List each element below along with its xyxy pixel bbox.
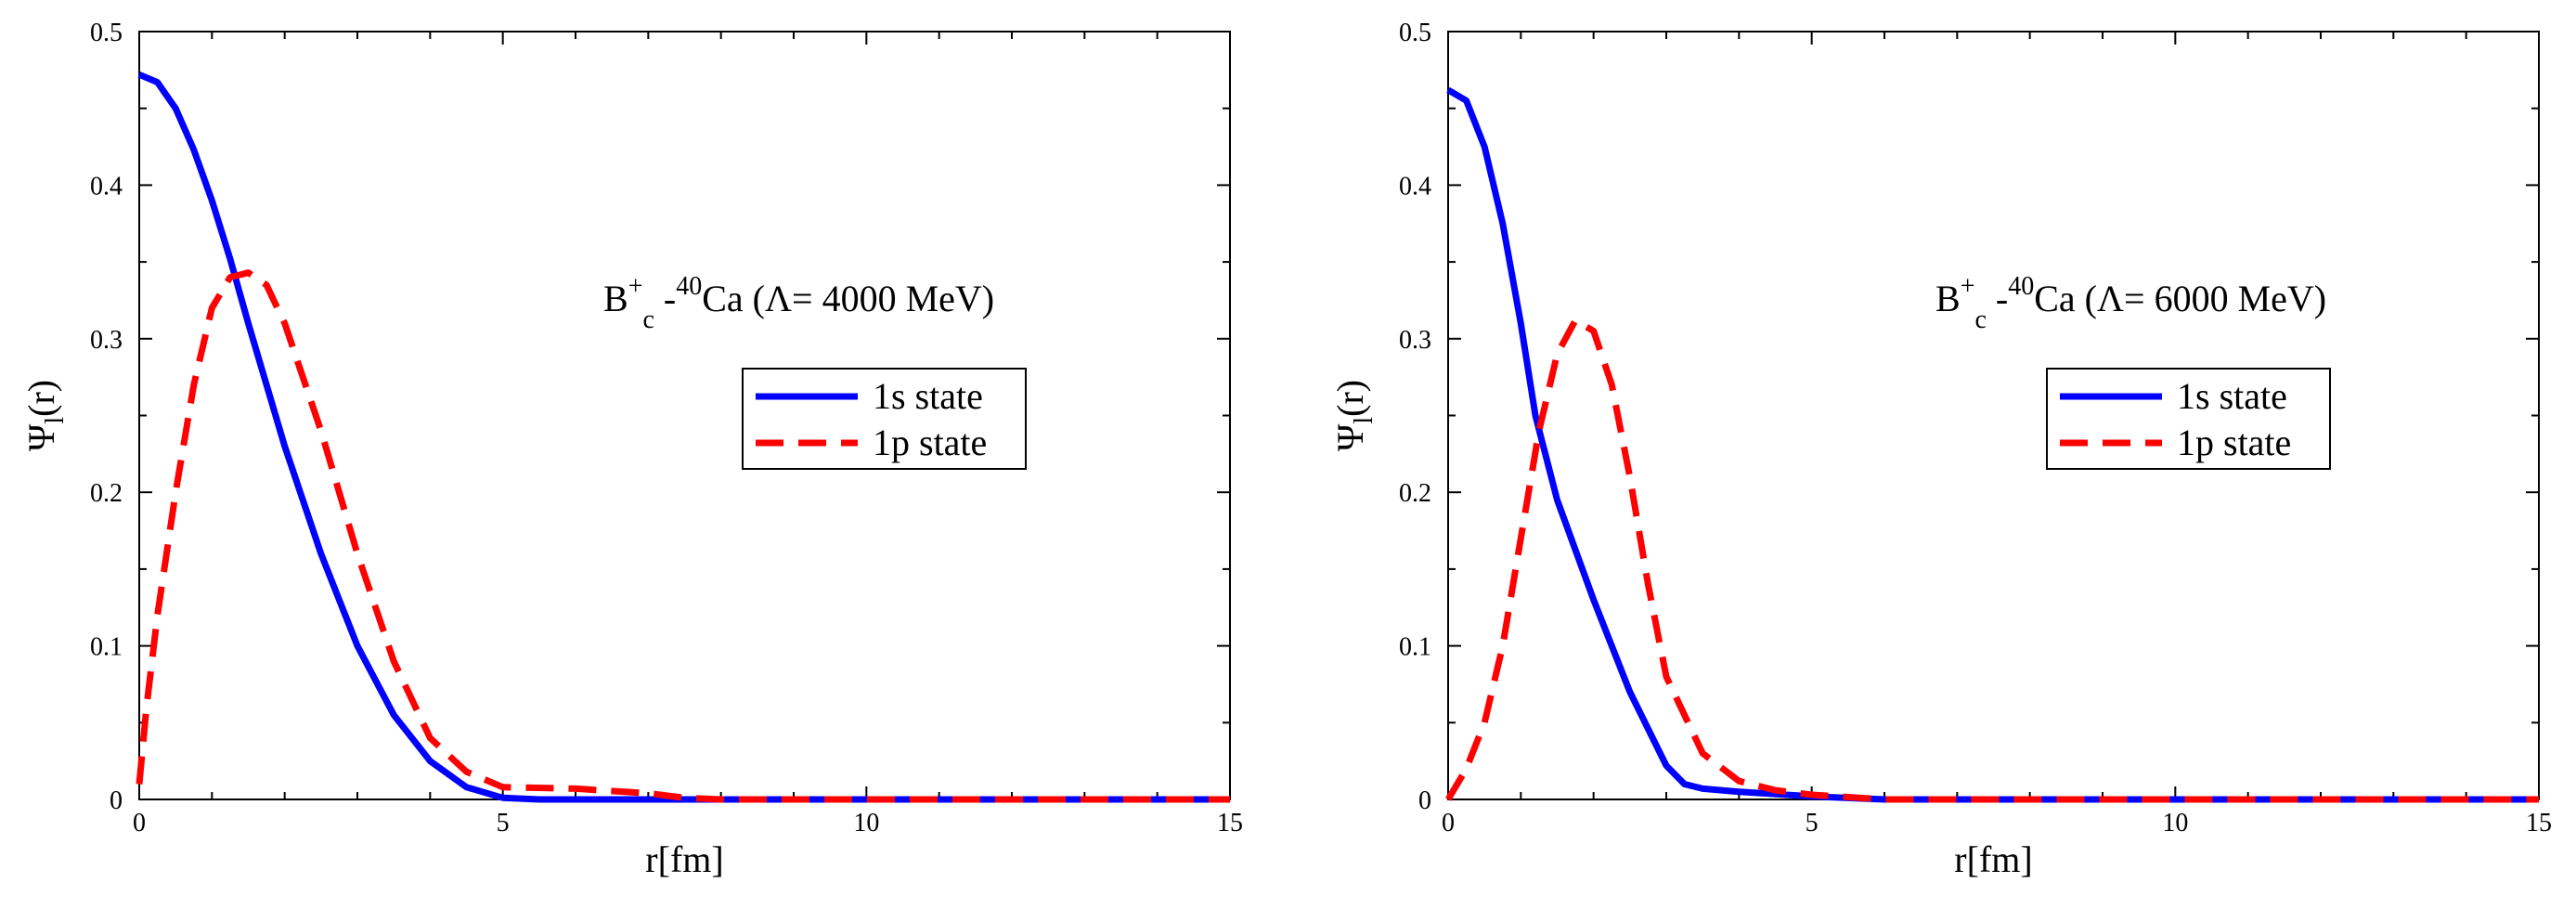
x-tick-label: 10 xyxy=(2162,809,2188,838)
system-annotation: B+ c -40Ca (Λ= 4000 MeV) xyxy=(603,272,994,334)
x-tick-label: 10 xyxy=(853,809,879,838)
y-tick-label: 0.1 xyxy=(90,633,123,662)
y-label-sub: l xyxy=(1350,417,1379,424)
x-tick-label: 0 xyxy=(133,809,146,838)
legend-box xyxy=(742,368,1027,470)
y-tick-label: 0.4 xyxy=(1399,172,1431,201)
annotation-sup-mass: 40 xyxy=(676,272,702,301)
y-tick-label: 0 xyxy=(1418,786,1431,815)
plot-panel-2: 0 5 10 15 0 0.1 0.2 0.3 0.4 0.5 r[fm] Ψl(r) B+ c -40C… xyxy=(1329,19,2552,880)
y-tick-label: 0.3 xyxy=(90,326,123,355)
annotation-sub-c: c xyxy=(642,305,654,334)
annotation-rest: Ca (Λ= 6000 MeV) xyxy=(2034,278,2326,319)
legend: 1s state 1p state xyxy=(742,368,1027,470)
y-tick-label: 0 xyxy=(110,786,123,815)
legend-box xyxy=(2046,368,2331,470)
annotation-rest: Ca (Λ= 4000 MeV) xyxy=(702,278,994,319)
system-annotation: B+ c -40Ca (Λ= 6000 MeV) xyxy=(1935,272,2326,334)
y-label-tail: (r) xyxy=(1329,380,1371,417)
x-tick-label: 0 xyxy=(1442,809,1455,838)
series-1s-line xyxy=(137,71,1230,803)
annotation-sup-plus: + xyxy=(1961,272,1975,301)
x-axis-label: r[fm] xyxy=(1954,838,2032,880)
y-label-main: Ψ xyxy=(20,423,62,451)
legend-label-1s: 1s state xyxy=(873,375,983,417)
y-tick-label: 0.2 xyxy=(1399,479,1431,508)
series-1p-line xyxy=(136,269,1230,803)
plot-panel-1: 0 5 10 15 0 0.1 0.2 0.3 0.4 0.5 r[fm] Ψl(r) B+ c -40C… xyxy=(20,19,1243,880)
x-axis-label: r[fm] xyxy=(645,838,723,880)
y-tick-label: 0.5 xyxy=(90,19,123,47)
y-axis-label: Ψl(r) xyxy=(20,380,70,451)
y-label-tail: (r) xyxy=(20,380,62,417)
x-tick-label: 15 xyxy=(2526,809,2552,838)
legend: 1s state 1p state xyxy=(2046,368,2331,470)
x-tick-label: 5 xyxy=(1806,809,1819,838)
legend-label-1p: 1p state xyxy=(873,422,987,463)
y-tick-label: 0.3 xyxy=(1399,326,1431,355)
annotation-sup-mass: 40 xyxy=(2008,272,2034,301)
annotation-sup-plus: + xyxy=(628,272,643,301)
y-axis-label: Ψl(r) xyxy=(1329,380,1379,451)
x-tick-label: 15 xyxy=(1217,809,1243,838)
y-tick-label: 0.2 xyxy=(90,479,123,508)
annotation-sub-c: c xyxy=(1974,305,1986,334)
plot-frame xyxy=(138,31,1231,800)
y-label-main: Ψ xyxy=(1329,423,1371,451)
y-tick-label: 0.5 xyxy=(1399,19,1431,47)
plot-frame xyxy=(1447,31,2540,800)
y-label-sub: l xyxy=(41,417,70,424)
annotation-b: B xyxy=(603,278,628,319)
legend-label-1p: 1p state xyxy=(2177,422,2291,463)
legend-label-1s: 1s state xyxy=(2177,375,2287,417)
y-tick-label: 0.1 xyxy=(1399,633,1431,662)
y-tick-label: 0.4 xyxy=(90,172,123,201)
x-tick-label: 5 xyxy=(497,809,510,838)
annotation-dash: - xyxy=(1987,278,2008,319)
annotation-dash: - xyxy=(654,278,676,319)
series-1s-line xyxy=(1446,86,2539,803)
series-1p-line xyxy=(1444,317,2539,803)
annotation-b: B xyxy=(1935,278,1961,319)
